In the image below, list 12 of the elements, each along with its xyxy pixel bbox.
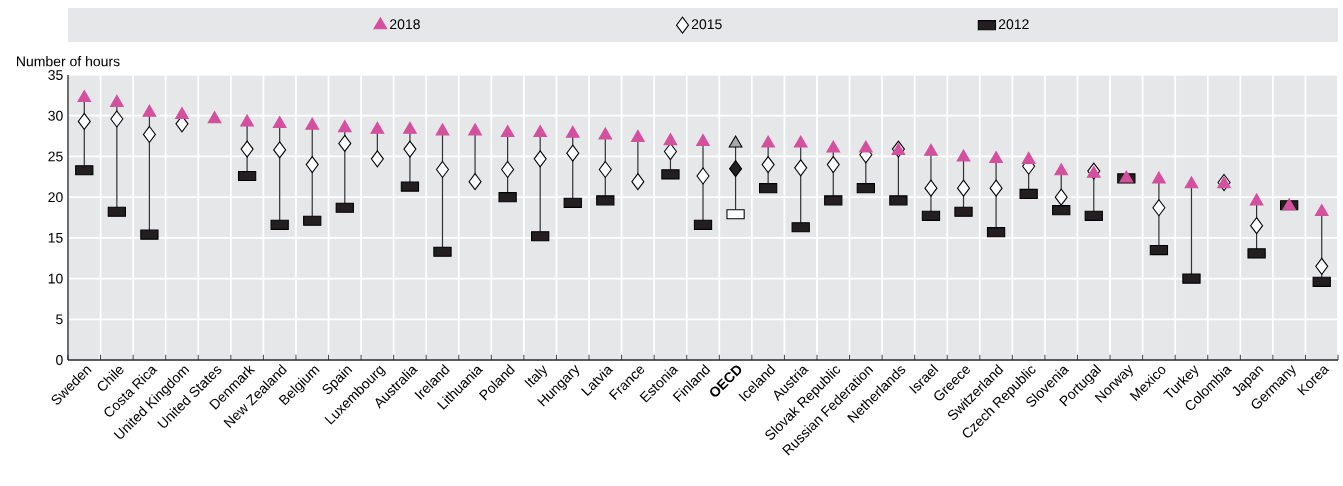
y-tick-label: 30 <box>48 110 63 121</box>
y-tick-label: 0 <box>56 355 63 365</box>
y-tick-label: 10 <box>48 273 63 284</box>
y-tick-label: 20 <box>48 192 63 203</box>
y-tick-label: 5 <box>56 314 63 325</box>
legend-label: 2018 <box>390 19 420 30</box>
legend-label: 2012 <box>998 19 1029 30</box>
y-tick-label: 15 <box>48 232 63 243</box>
legend-label: 2015 <box>691 19 722 30</box>
y-tick-label: 35 <box>48 70 63 80</box>
y-tick-label: 25 <box>48 151 63 162</box>
y-axis-title: Number of hours <box>17 56 120 67</box>
